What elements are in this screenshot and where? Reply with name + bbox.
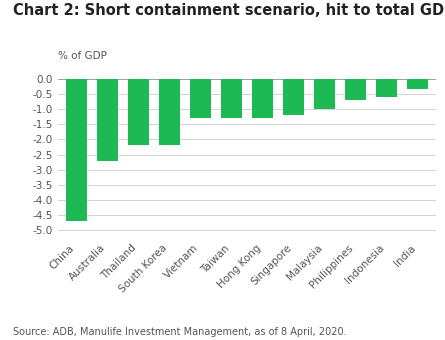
Bar bbox=[129, 79, 149, 146]
Bar bbox=[159, 79, 179, 146]
Text: % of GDP: % of GDP bbox=[58, 51, 107, 61]
Text: Source: ADB, Manulife Investment Management, as of 8 April, 2020.: Source: ADB, Manulife Investment Managem… bbox=[13, 327, 347, 337]
Text: Chart 2: Short containment scenario, hit to total GDP: Chart 2: Short containment scenario, hit… bbox=[13, 3, 445, 18]
Bar bbox=[408, 79, 428, 89]
Bar bbox=[315, 79, 335, 109]
Bar bbox=[66, 79, 86, 221]
Bar bbox=[283, 79, 303, 115]
Bar bbox=[345, 79, 365, 100]
Bar bbox=[97, 79, 117, 160]
Bar bbox=[252, 79, 272, 118]
Bar bbox=[376, 79, 396, 97]
Bar bbox=[222, 79, 242, 118]
Bar bbox=[190, 79, 210, 118]
